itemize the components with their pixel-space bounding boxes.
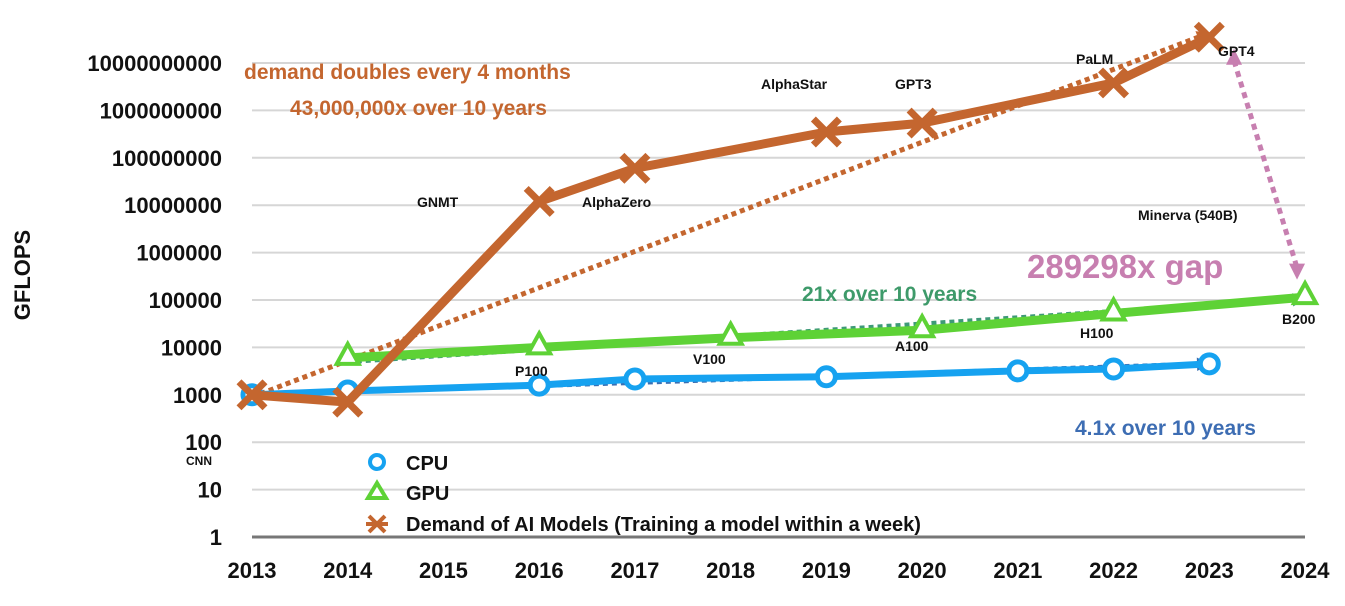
model-label-alphastar: AlphaStar — [761, 76, 828, 92]
y-tick-label: 10 — [198, 478, 222, 503]
y-tick-label: 1000000000 — [100, 98, 222, 123]
x-tick-label: 2020 — [898, 558, 947, 583]
gap-arrowhead-bottom — [1289, 263, 1306, 280]
y-tick-label: 1000000 — [136, 241, 222, 266]
data-point — [1006, 359, 1030, 383]
data-point — [332, 386, 364, 418]
x-tick-label: 2016 — [515, 558, 564, 583]
series-line — [251, 360, 1210, 399]
gpu-label-v100: V100 — [693, 351, 726, 367]
data-point — [1197, 352, 1221, 376]
data-point — [906, 107, 938, 139]
data-point — [1098, 67, 1130, 99]
annotation-demand-growth: 43,000,000x over 10 years — [290, 97, 547, 120]
x-tick-label: 2021 — [993, 558, 1042, 583]
y-tick-label: 100 — [185, 430, 222, 455]
data-point — [1102, 357, 1126, 381]
data-point — [236, 379, 268, 411]
y-tick-label: 10000 — [161, 335, 222, 360]
data-point — [524, 329, 554, 356]
gpu-label-p100: P100 — [515, 363, 548, 379]
y-tick-label: 100000000 — [112, 146, 222, 171]
y-tick-label: 10000000 — [124, 193, 222, 218]
data-point — [814, 365, 838, 389]
legend-gpu-label: GPU — [406, 483, 449, 505]
series-line — [251, 33, 1212, 407]
x-tick-label: 2017 — [610, 558, 659, 583]
y-tick-label: 10000000000 — [87, 51, 222, 76]
annotation-cpu-growth: 4.1x over 10 years — [1075, 417, 1256, 440]
model-label-palm: PaLM — [1076, 51, 1113, 67]
x-tick-label: 2024 — [1281, 558, 1331, 583]
y-tick-label: 100000 — [149, 288, 222, 313]
data-point — [333, 339, 363, 366]
data-point — [907, 312, 937, 339]
legend-demand-marker — [366, 514, 388, 534]
data-point — [523, 185, 555, 217]
data-point — [810, 116, 842, 148]
model-label-minerva: Minerva (540B) — [1138, 207, 1238, 223]
model-label-cnn: CNN — [186, 454, 212, 468]
legend-cpu-label: CPU — [406, 453, 448, 475]
data-point — [1290, 278, 1320, 306]
annotation-demand-rate: demand doubles every 4 months — [244, 61, 571, 84]
gpu-label-b200: B200 — [1282, 311, 1316, 327]
y-tick-label: 1 — [210, 525, 222, 550]
data-point — [1099, 295, 1128, 322]
gap-arrow-line — [1231, 60, 1300, 269]
gpu-label-a100: A100 — [895, 338, 929, 354]
gap-arrowhead-top — [1226, 48, 1243, 65]
series-line — [347, 292, 1306, 363]
data-point — [623, 367, 647, 391]
model-label-alphazero: AlphaZero — [582, 194, 651, 210]
x-tick-label: 2015 — [419, 558, 468, 583]
gpu-label-h100: H100 — [1080, 325, 1114, 341]
y-tick-label: 1000 — [173, 383, 222, 408]
series-lines — [236, 21, 1320, 418]
x-tick-label: 2022 — [1089, 558, 1138, 583]
y-axis-ticks: 1 10 100 1000 10000 100000 1000000 10000000 1000… — [87, 51, 222, 550]
annotation-gap: 289298x gap — [1027, 248, 1223, 285]
legend-cpu-marker — [368, 453, 386, 471]
model-label-gnmt: GNMT — [417, 194, 459, 210]
x-tick-label: 2018 — [706, 558, 755, 583]
x-tick-label: 2019 — [802, 558, 851, 583]
model-label-gpt4: GPT4 — [1218, 43, 1255, 59]
legend: CPU GPU Demand of AI Models (Training a … — [364, 453, 921, 536]
model-label-gpt3: GPT3 — [895, 76, 932, 92]
annotation-gpu-growth: 21x over 10 years — [802, 283, 977, 306]
x-tick-label: 2014 — [323, 558, 373, 583]
x-axis-ticks: 2013 2014 2015 2016 2017 2018 2019 2020 2021 2022… — [228, 558, 1331, 583]
gap-arrow — [1226, 48, 1306, 280]
gridlines — [252, 62, 1305, 539]
data-point — [1193, 21, 1225, 53]
data-point — [619, 152, 651, 184]
legend-demand-label: Demand of AI Models (Training a model wi… — [406, 514, 921, 536]
legend-gpu-marker — [364, 479, 390, 500]
data-point — [527, 373, 551, 397]
x-tick-label: 2013 — [228, 558, 277, 583]
y-axis-label: GFLOPS — [10, 230, 35, 320]
x-tick-label: 2023 — [1185, 558, 1234, 583]
data-point — [716, 319, 746, 346]
